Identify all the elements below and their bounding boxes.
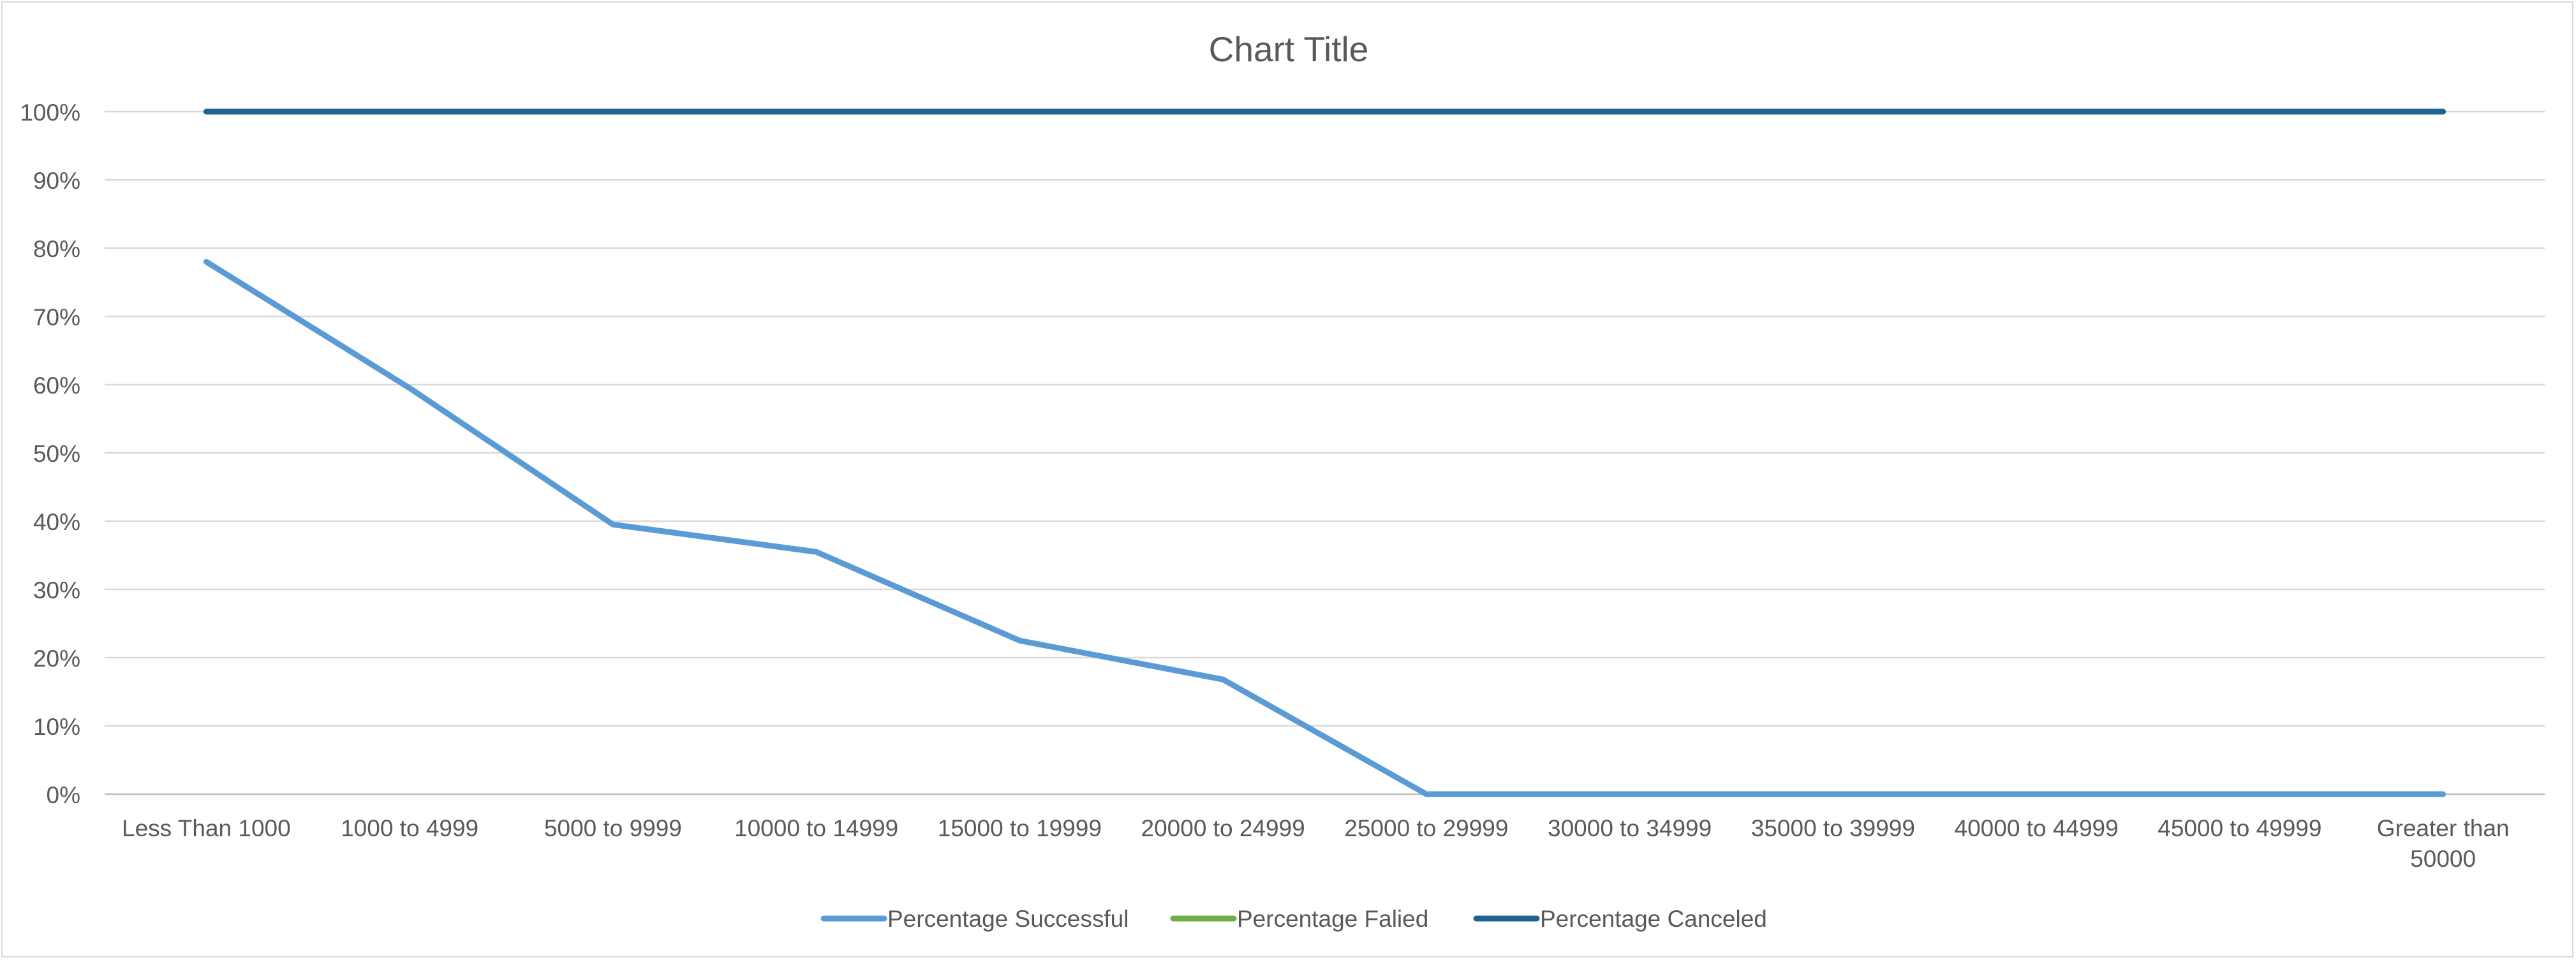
line-chart: Chart Title 0% 10% 20% 30% 40% 50% 60% 70% 80% 90… [20, 29, 2545, 932]
y-tick-label: 20% [33, 646, 80, 672]
x-tick-label: 15000 to 19999 [938, 815, 1102, 841]
x-tick-label: 35000 to 39999 [1751, 815, 1915, 841]
y-tick-label: 70% [33, 304, 80, 330]
x-tick-label: 45000 to 49999 [2158, 815, 2321, 841]
x-tick-label: 1000 to 4999 [341, 815, 478, 841]
series-lines [203, 108, 2446, 797]
legend-label: Percentage Successful [887, 906, 1129, 932]
y-tick-label: 50% [33, 441, 80, 467]
x-tick-label: 40000 to 44999 [1955, 815, 2119, 841]
x-tick-label: 5000 to 9999 [544, 815, 682, 841]
x-tick-label: Less Than 1000 [122, 815, 291, 841]
legend-label: Percentage Falied [1237, 906, 1428, 932]
x-tick-label: 10000 to 14999 [734, 815, 898, 841]
x-axis-tick-labels: Less Than 1000 1000 to 4999 5000 to 9999 10… [122, 815, 2509, 872]
y-tick-label: 40% [33, 509, 80, 535]
y-axis-tick-labels: 0% 10% 20% 30% 40% 50% 60% 70% 80% 90% 100% [20, 100, 80, 808]
x-tick-label: Greater than 50000 [2377, 815, 2510, 872]
y-tick-label: 60% [33, 373, 80, 399]
y-tick-label: 10% [33, 714, 80, 740]
x-tick-label: 30000 to 34999 [1548, 815, 1712, 841]
series-line-percentage-successful [203, 258, 2446, 797]
y-tick-label: 90% [33, 168, 80, 194]
legend-label: Percentage Canceled [1540, 906, 1767, 932]
y-tick-label: 30% [33, 577, 80, 603]
y-tick-label: 0% [47, 782, 80, 808]
gridlines [105, 110, 2545, 795]
y-tick-label: 80% [33, 236, 80, 262]
chart-title: Chart Title [1209, 29, 1369, 69]
y-tick-label: 100% [20, 100, 80, 126]
legend: Percentage Successful Percentage Falied Pe… [820, 906, 1767, 932]
x-tick-label: 20000 to 24999 [1141, 815, 1305, 841]
x-tick-label: 25000 to 29999 [1344, 815, 1508, 841]
